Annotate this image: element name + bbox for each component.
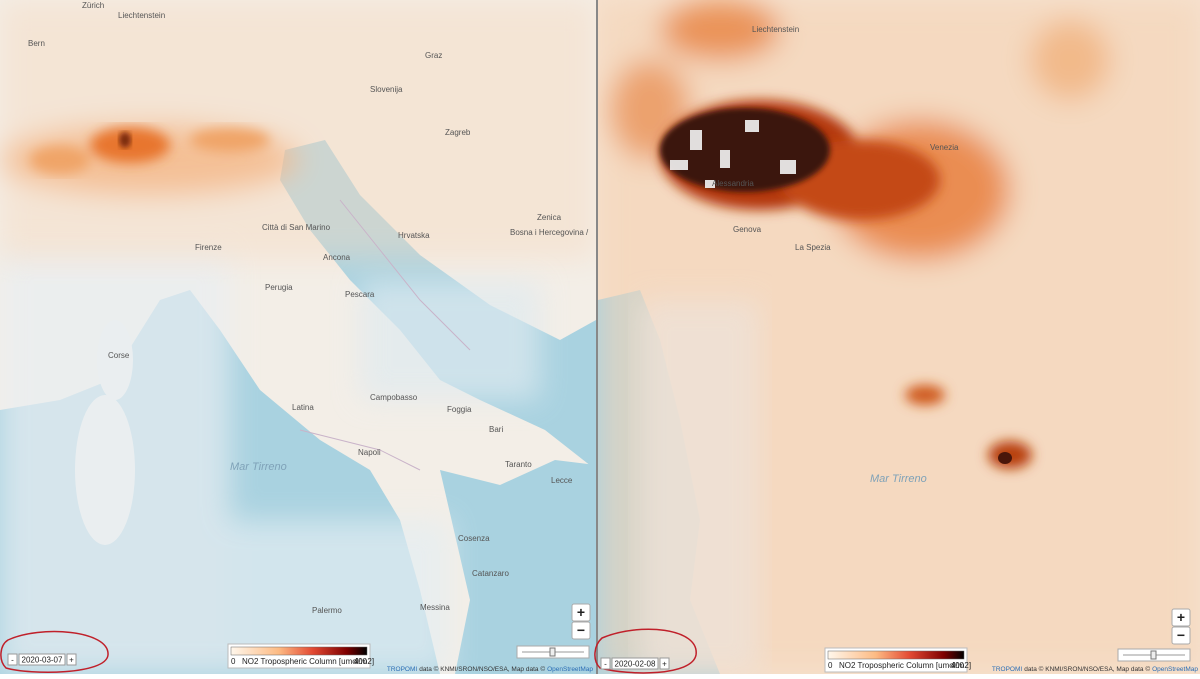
- place-label: Lecce: [551, 476, 573, 485]
- place-label: Slovenija: [370, 85, 403, 94]
- place-label: Ancona: [323, 253, 351, 262]
- place-label: Bari: [489, 425, 503, 434]
- button-label: −: [577, 622, 585, 638]
- zoom-out-button[interactable]: −: [1171, 626, 1191, 645]
- place-label: Corse: [108, 351, 130, 360]
- place-label: Pescara: [345, 290, 375, 299]
- date-control: -2020-03-07 +: [7, 653, 77, 666]
- zoom-in-button[interactable]: +: [571, 603, 591, 622]
- controls: -2020-03-07 +0 NO2 Tropospheric Column [um…: [7, 603, 1199, 673]
- place-label: Messina: [420, 603, 450, 612]
- button-bg: [571, 621, 591, 640]
- date-prev-button[interactable]: -: [7, 653, 18, 666]
- map-left[interactable]: [0, 0, 596, 674]
- place-label: Zagreb: [445, 128, 471, 137]
- date-field[interactable]: 2020-03-07: [18, 653, 66, 666]
- place-label: Liechtenstein: [118, 11, 165, 20]
- annotation-circle: [0, 630, 109, 673]
- place-label: Liechtenstein: [752, 25, 799, 34]
- button-label: +: [662, 660, 667, 669]
- place-label: Foggia: [447, 405, 472, 414]
- button-label: +: [1177, 609, 1185, 625]
- color-bar: [230, 646, 368, 656]
- field-bg: [18, 653, 66, 666]
- map-right[interactable]: [598, 0, 1200, 674]
- button-bg: [571, 603, 591, 622]
- place-label: Firenze: [195, 243, 222, 252]
- button-label: +: [69, 656, 74, 665]
- attribution-link[interactable]: OpenStreetMap: [547, 666, 593, 673]
- date-next-button[interactable]: +: [659, 657, 670, 670]
- attribution-source: TROPOMI: [387, 666, 418, 673]
- place-label: Perugia: [265, 283, 293, 292]
- opacity-slider[interactable]: [1117, 648, 1191, 662]
- place-label: Graz: [425, 51, 442, 60]
- date-field[interactable]: 2020-02-08: [611, 657, 659, 670]
- place-label: Venezia: [930, 143, 959, 152]
- place-label: Genova: [733, 225, 762, 234]
- place-label: La Spezia: [795, 243, 831, 252]
- zoom-out-button[interactable]: −: [571, 621, 591, 640]
- legend-title: NO2 Tropospheric Column [umol/m2]: [839, 661, 971, 670]
- button-bg: [1171, 608, 1191, 627]
- date-control: -2020-02-08 +: [600, 657, 670, 670]
- button-label: +: [577, 604, 585, 620]
- place-label: Zenica: [537, 213, 562, 222]
- sea-label: Mar Tirreno: [870, 473, 927, 485]
- attribution: TROPOMI data © KNMI/SRON/NSO/ESA, Map dat…: [992, 665, 1199, 673]
- color-bar: [827, 650, 965, 660]
- field-bg: [611, 657, 659, 670]
- date-next-button[interactable]: +: [66, 653, 77, 666]
- legend: 0 NO2 Tropospheric Column [umol/m2]400: [824, 647, 971, 673]
- button-label: −: [1177, 627, 1185, 643]
- place-label: Hrvatska: [398, 231, 430, 240]
- place-label: Taranto: [505, 460, 532, 469]
- legend-min: 0: [828, 661, 833, 670]
- place-label: Zürich: [82, 1, 104, 10]
- place-label: Bern: [28, 39, 45, 48]
- place-label: Campobasso: [370, 393, 418, 402]
- attribution-text: data © KNMI/SRON/NSO/ESA, Map data ©: [419, 665, 545, 673]
- button-bg: [1171, 626, 1191, 645]
- place-labels: Zürich Liechtenstein Bern Graz Slovenija Zagr…: [28, 1, 589, 615]
- attribution-link[interactable]: OpenStreetMap: [1152, 666, 1198, 673]
- place-label: Città di San Marino: [262, 223, 331, 232]
- button-bg: [600, 657, 611, 670]
- opacity-slider[interactable]: [516, 645, 590, 659]
- place-label: Palermo: [312, 606, 342, 615]
- attribution-text: data © KNMI/SRON/NSO/ESA, Map data ©: [1024, 665, 1150, 673]
- button-bg: [659, 657, 670, 670]
- place-label: Cosenza: [458, 534, 490, 543]
- attribution: TROPOMI data © KNMI/SRON/NSO/ESA, Map dat…: [387, 665, 594, 673]
- date-value: 2020-03-07: [22, 656, 63, 665]
- date-value: 2020-02-08: [615, 660, 656, 669]
- legend-max: 400: [951, 661, 965, 670]
- legend-title: NO2 Tropospheric Column [umol/m2]: [242, 657, 374, 666]
- slider-thumb: [549, 647, 556, 657]
- legend-max: 400: [354, 657, 368, 666]
- place-label: Latina: [292, 403, 314, 412]
- place-label: Alessandria: [712, 179, 754, 188]
- annotation-circle: [594, 628, 697, 674]
- place-label: Napoli: [358, 448, 381, 457]
- zoom-in-button[interactable]: +: [1171, 608, 1191, 627]
- legend-min: 0: [231, 657, 236, 666]
- button-bg: [7, 653, 18, 666]
- sea-label: Mar Tirreno: [230, 461, 287, 473]
- slider-thumb: [1150, 650, 1157, 660]
- place-label: Catanzaro: [472, 569, 509, 578]
- attribution-source: TROPOMI: [992, 666, 1023, 673]
- button-bg: [66, 653, 77, 666]
- place-labels: Liechtenstein Alessandria Venezia Genova La …: [712, 25, 959, 485]
- date-prev-button[interactable]: -: [600, 657, 611, 670]
- place-label: Bosna i Hercegovina /: [510, 228, 589, 237]
- button-label: -: [11, 656, 14, 665]
- legend: 0 NO2 Tropospheric Column [umol/m2]400: [227, 643, 374, 669]
- button-label: -: [604, 660, 607, 669]
